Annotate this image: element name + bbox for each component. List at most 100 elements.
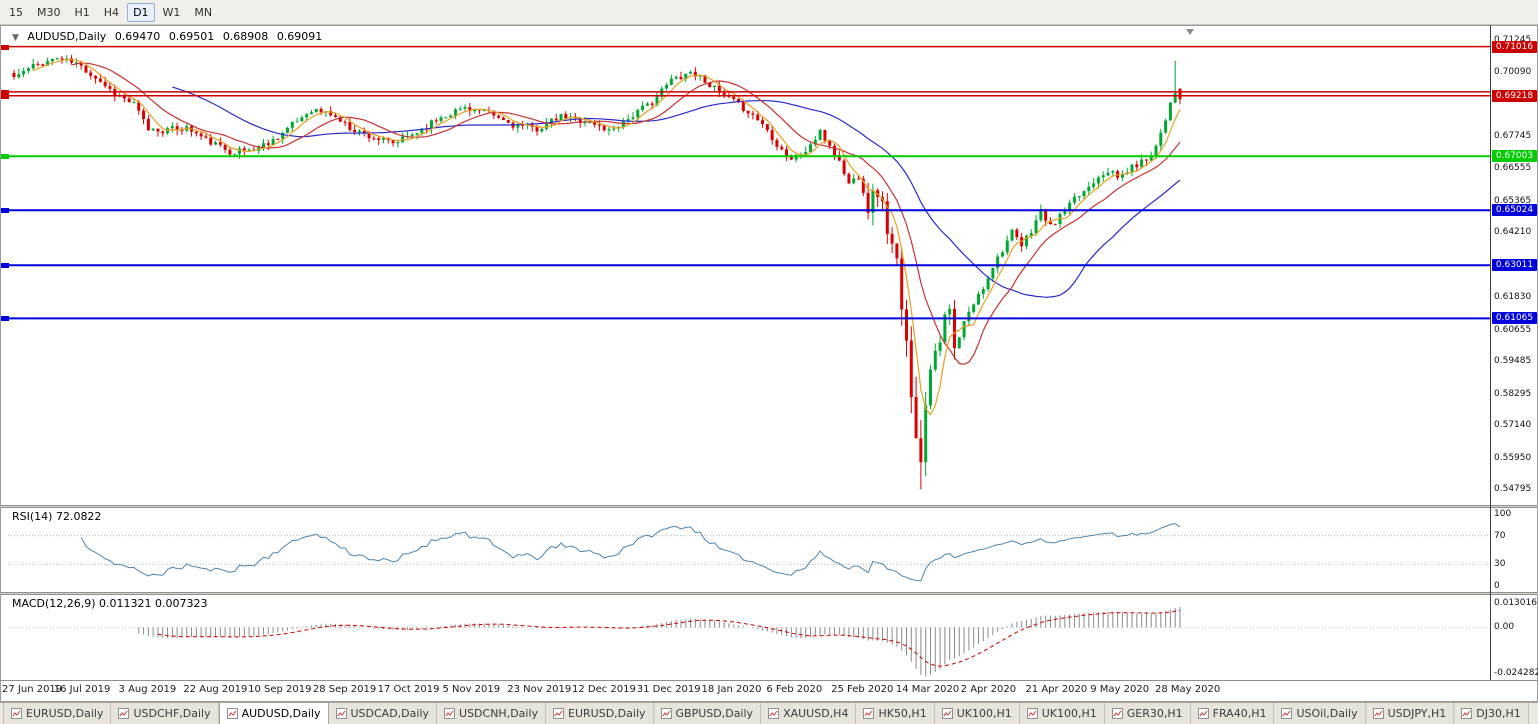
date-label-15: 2 Apr 2020 (960, 684, 1017, 695)
date-label-10: 31 Dec 2019 (636, 684, 701, 695)
chart-thumbnail-icon (863, 708, 875, 719)
price-tick-0.64210: 0.64210 (1494, 227, 1532, 238)
ma-13-line (71, 62, 1181, 365)
symbol-tab-label: UK100,H1 (1041, 707, 1097, 720)
symbol-tab-label: FRA40,H1 (1212, 707, 1267, 720)
hline-left-marker-0.69360 (1, 89, 9, 95)
symbol-tab-label: USOil,Daily (1296, 707, 1358, 720)
chart-thumbnail-icon (226, 708, 238, 719)
timeframe-button-d1[interactable]: D1 (127, 2, 155, 22)
price-badge-0.63011: 0.63011 (1492, 259, 1537, 272)
symbol-tab-audusd-daily[interactable]: AUDUSD,Daily (218, 703, 329, 724)
chart-shift-marker-icon[interactable] (1186, 29, 1194, 35)
chart-thumbnail-icon (553, 708, 565, 719)
chart-thumbnail-icon (1372, 708, 1384, 719)
chart-thumbnail-icon (11, 708, 22, 719)
date-label-5: 28 Sep 2019 (312, 684, 377, 695)
rsi-axis-label-100: 100 (1494, 509, 1512, 519)
symbol-tab-hk50-h1[interactable]: HK50,H1 (856, 703, 935, 724)
date-label-8: 23 Nov 2019 (507, 684, 572, 695)
hline-left-marker-0.65024 (1, 208, 9, 214)
date-label-1: 16 Jul 2019 (53, 684, 111, 695)
symbol-tab-usdcnh-daily[interactable]: USDCNH,Daily (437, 703, 547, 724)
chart-symbol-label: AUDUSD,Daily (27, 30, 107, 43)
price-badge-0.71016: 0.71016 (1492, 40, 1537, 53)
date-label-11: 18 Jan 2020 (701, 684, 762, 695)
date-label-13: 25 Feb 2020 (831, 684, 894, 695)
price-badge-0.61065: 0.61065 (1492, 312, 1537, 325)
chart-thumbnail-icon (1461, 708, 1473, 719)
timeframe-button-mn[interactable]: MN (188, 3, 218, 22)
price-tick-0.59485: 0.59485 (1494, 356, 1532, 367)
symbol-tab-label: UK100,H1 (956, 707, 1012, 720)
price-badge-0.69218: 0.69218 (1492, 89, 1537, 102)
date-label-16: 21 Apr 2020 (1025, 684, 1088, 695)
symbol-tab-ger30-h1[interactable]: GER30,H1 (1104, 703, 1191, 724)
price-tick-0.55950: 0.55950 (1494, 452, 1532, 463)
symbol-tab-eurusd-daily[interactable]: EURUSD,Daily (3, 703, 112, 724)
rsi-axis-label-0: 0 (1494, 581, 1500, 591)
date-label-4: 10 Sep 2019 (248, 684, 312, 695)
timeframe-button-h1[interactable]: H1 (69, 3, 96, 22)
macd-axis-label--0.024282: -0.024282 (1494, 668, 1538, 678)
pane-splitter-2[interactable] (0, 592, 1538, 595)
macd-indicator-label: MACD(12,26,9) 0.011321 0.007323 (12, 597, 208, 610)
candlestick-series (12, 54, 1182, 490)
timeframe-button-15[interactable]: 15 (3, 3, 29, 22)
symbol-tab-label: GBPUSD,Daily (675, 707, 754, 720)
symbol-tab-eurusd-daily[interactable]: EURUSD,Daily (546, 703, 654, 724)
price-tick-0.61830: 0.61830 (1494, 292, 1532, 303)
ma-5-line (32, 58, 1181, 416)
macd-histogram (138, 607, 1181, 677)
ohlc-open: 0.69470 (114, 30, 161, 43)
symbol-collapse-icon[interactable]: ▼ (12, 33, 19, 43)
chart-thumbnail-icon (444, 708, 456, 719)
symbol-tab-label: USDCNH,Daily (459, 707, 539, 720)
price-tick-0.66555: 0.66555 (1494, 163, 1532, 174)
price-tick-0.71245: 0.71245 (1494, 35, 1531, 45)
date-label-17: 9 May 2020 (1090, 684, 1150, 695)
timeframe-button-m30[interactable]: M30 (31, 3, 67, 22)
symbol-tab-label: USDJPY,H1 (1387, 707, 1447, 720)
chart-thumbnail-icon (768, 708, 780, 719)
ma-34-line (172, 86, 1181, 298)
symbol-tab-usdchf-daily[interactable]: USDCHF,Daily (111, 703, 219, 724)
price-tick-0.57140: 0.57140 (1494, 420, 1532, 431)
price-axis: 0.71245 0.70090 0.67745 0.66555 0.65365 0.642… (1491, 25, 1538, 680)
symbol-tab-uk100-h1[interactable]: UK100,H1 (934, 703, 1020, 724)
symbol-tab-uk100-h1[interactable]: UK100,H1 (1019, 703, 1105, 724)
symbol-tab-label: DJ30,H1 (1476, 707, 1521, 720)
price-tick-0.70090: 0.70090 (1494, 66, 1532, 77)
chart-area[interactable]: ▼ AUDUSD,Daily 0.69470 0.69501 0.68908 0… (0, 25, 1538, 702)
date-axis: 27 Jun 2019 16 Jul 2019 3 Aug 2019 22 Aug 2… (0, 681, 1490, 701)
timeframe-button-h4[interactable]: H4 (98, 3, 125, 22)
symbol-tab-gbpusd-daily[interactable]: GBPUSD,Daily (653, 703, 762, 724)
pane-splitter-1[interactable] (0, 505, 1538, 508)
symbol-tab-usoil-daily[interactable]: USOil,Daily (1274, 703, 1366, 724)
date-label-9: 12 Dec 2019 (572, 684, 636, 695)
ohlc-high: 0.69501 (168, 30, 215, 43)
symbol-tab-usdjpy-h1[interactable]: USDJPY,H1 (1365, 703, 1455, 724)
symbol-tab-label: USDCHF,Daily (133, 707, 211, 720)
price-tick-0.67745: 0.67745 (1494, 130, 1532, 141)
date-label-12: 6 Feb 2020 (766, 684, 823, 695)
symbol-tab-label: AUDUSD,Daily (241, 707, 321, 720)
date-label-0: 27 Jun 2019 (2, 684, 63, 695)
price-tick-0.60655: 0.60655 (1494, 324, 1532, 335)
date-label-7: 5 Nov 2019 (442, 684, 501, 695)
rsi-axis-label-70: 70 (1494, 530, 1506, 541)
symbol-tab-label: EURUSD,Daily (26, 707, 104, 720)
symbol-tab-fra40-h1[interactable]: FRA40,H1 (1190, 703, 1275, 724)
price-chart-canvas[interactable] (0, 25, 1538, 702)
hline-left-marker-0.63011 (1, 263, 9, 269)
timeframe-button-w1[interactable]: W1 (157, 3, 187, 22)
symbol-tab-label: EURUSD,Daily (568, 707, 646, 720)
symbol-tab-dj30-h1[interactable]: DJ30,H1 (1454, 703, 1529, 724)
symbol-tab-usdcad-daily[interactable]: USDCAD,Daily (328, 703, 438, 724)
symbol-tab-label: XAUUSD,H4 (783, 707, 849, 720)
symbol-tab-label: USDCAD,Daily (350, 707, 430, 720)
symbol-tab-xauusd-h4[interactable]: XAUUSD,H4 (761, 703, 857, 724)
date-label-3: 22 Aug 2019 (183, 684, 248, 695)
rsi-indicator-label: RSI(14) 72.0822 (12, 510, 102, 523)
price-badge-0.67003: 0.67003 (1492, 150, 1537, 163)
